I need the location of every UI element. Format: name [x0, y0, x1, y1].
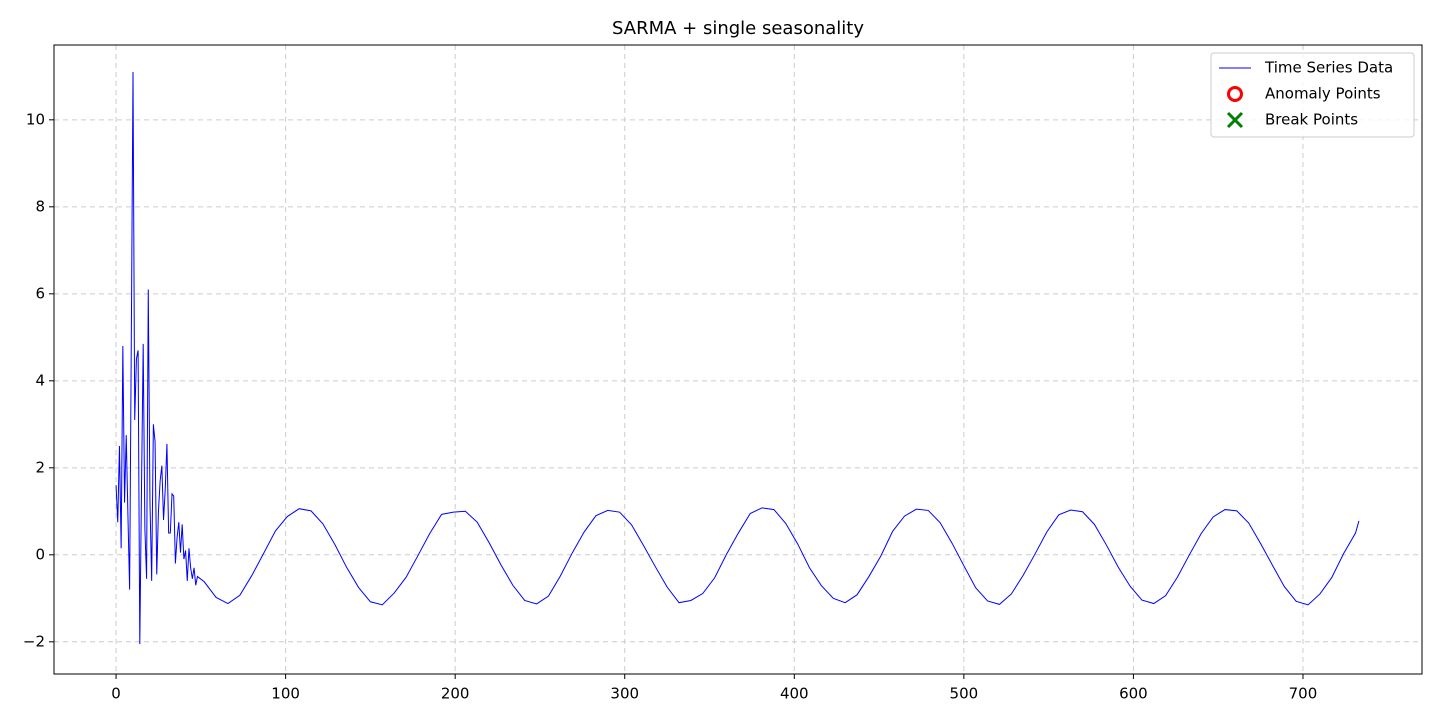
x-tick-label: 600 [1119, 685, 1148, 703]
legend-label: Time Series Data [1264, 59, 1393, 77]
x-tick-label: 300 [610, 685, 639, 703]
plot-frame [53, 44, 1423, 675]
chart-title: SARMA + single seasonality [612, 18, 864, 39]
x-tick-label: 200 [441, 685, 470, 703]
legend-marker [1226, 111, 1244, 129]
x-tick-label: 100 [271, 685, 300, 703]
legend-box [1210, 52, 1415, 138]
x-tick-label: 500 [950, 685, 979, 703]
y-tick-label: 6 [35, 284, 45, 302]
legend-label: Anomaly Points [1265, 85, 1381, 103]
y-tick-label: −2 [23, 632, 45, 650]
y-tick-label: 10 [26, 110, 45, 128]
y-tick-label: 2 [35, 458, 45, 476]
y-tick-label: 4 [35, 371, 45, 389]
legend-label: Break Points [1265, 111, 1358, 129]
y-tick-label: 8 [35, 197, 45, 215]
legend: Time Series Data Anomaly Points Break Poin… [1210, 52, 1415, 138]
x-tick-label: 0 [111, 685, 121, 703]
y-tick-label: 0 [35, 545, 45, 563]
legend-marker [1227, 86, 1243, 102]
x-tick-label: 700 [1289, 685, 1318, 703]
data-line [115, 71, 1360, 644]
x-tick-label: 400 [780, 685, 809, 703]
